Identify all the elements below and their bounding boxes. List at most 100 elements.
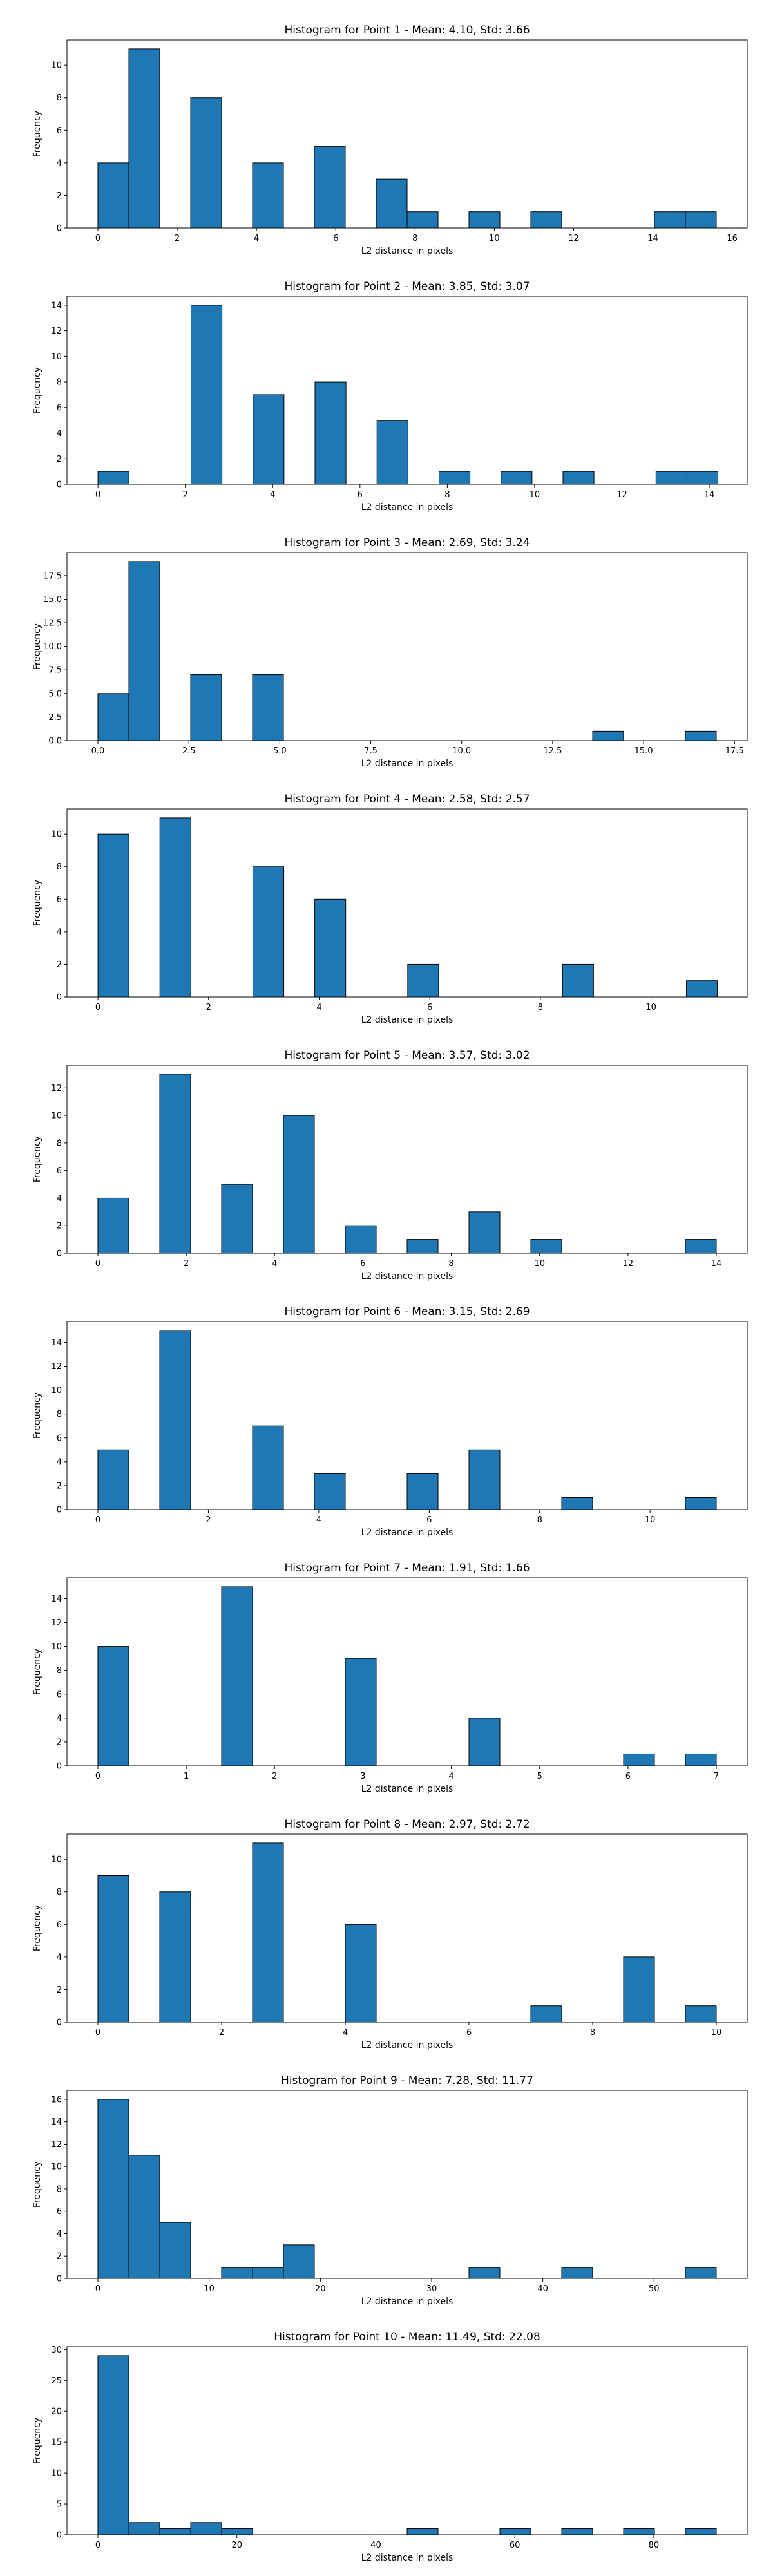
x-tick-label: 2 [272,1772,277,1781]
x-axis-label: L2 distance in pixels [361,759,453,769]
chart-title: Histogram for Point 8 - Mean: 2.97, Std:… [284,1818,530,1831]
histogram-bar [314,381,347,485]
chart-title: Histogram for Point 3 - Mean: 2.69, Std:… [284,536,530,549]
x-tick-label: 4 [316,1003,321,1012]
histogram-bar [283,2244,315,2279]
chart-title: Histogram for Point 9 - Mean: 7.28, Std:… [281,2074,533,2087]
histogram-bar [406,211,439,229]
x-axis-label: L2 distance in pixels [361,2297,453,2307]
y-tick-label: 2 [57,2252,62,2262]
histogram-bar [685,730,717,741]
histogram-bar [685,2528,717,2535]
histogram-bar [686,471,719,485]
histogram-chart-10: Histogram for Point 10 - Mean: 11.49, St… [32,2331,748,2563]
x-tick-label: 0 [95,2284,100,2294]
histogram-bar [345,1924,377,2023]
histogram-bar [592,730,624,741]
histogram-bar [221,2267,253,2279]
y-tick-label: 0.0 [48,737,62,746]
histogram-bar [97,1875,129,2023]
y-tick-label: 16 [51,2095,62,2105]
x-tick-label: 5 [537,1772,542,1781]
y-axis-label: Frequency [32,2161,43,2208]
y-tick-label: 4 [57,1953,62,1962]
x-tick-label: 4 [448,1772,453,1781]
chart-title: Histogram for Point 5 - Mean: 3.57, Std:… [284,1049,530,1062]
histogram-bar [283,1115,315,1254]
y-tick-label: 2 [57,960,62,970]
histogram-bar [97,2099,129,2279]
chart-title: Histogram for Point 10 - Mean: 11.49, St… [274,2331,540,2344]
chart-title: Histogram for Point 7 - Mean: 1.91, Std:… [284,1562,530,1575]
y-tick-label: 4 [57,429,62,439]
x-tick-label: 4 [316,1515,321,1525]
y-tick-label: 4 [57,927,62,937]
y-tick-label: 7.5 [48,666,62,676]
histogram-bar [468,2267,501,2279]
histogram-bar [97,693,129,741]
histogram-bar [97,2355,129,2535]
y-tick-label: 2 [57,1985,62,1995]
histogram-chart-8: Histogram for Point 8 - Mean: 2.97, Std:… [32,1818,748,2050]
y-tick-label: 4 [57,1457,62,1467]
y-tick-label: 10 [51,1855,62,1865]
y-tick-label: 5.0 [48,689,62,699]
y-tick-label: 8 [57,862,62,872]
x-axis-label: L2 distance in pixels [361,1015,453,1025]
y-tick-label: 15.0 [43,595,62,605]
histogram-bar [468,1718,501,1766]
y-tick-label: 2 [57,455,62,464]
y-tick-label: 10.0 [43,642,62,652]
histogram-chart-3: Histogram for Point 3 - Mean: 2.69, Std:… [32,536,748,769]
histogram-bar [221,1184,253,1254]
y-tick-label: 25 [51,2376,62,2386]
x-tick-label: 6 [466,2028,472,2038]
histogram-bar [685,1497,717,1510]
histogram-bar [655,471,687,485]
x-tick-label: 4 [254,234,259,243]
x-tick-label: 10 [489,234,500,243]
histogram-bar [252,1425,284,1510]
histogram-bar [314,898,347,998]
x-tick-label: 60 [510,2541,520,2550]
x-tick-label: 2 [175,234,180,243]
y-tick-label: 6 [57,403,62,413]
y-tick-label: 0 [57,480,62,490]
x-tick-label: 10.0 [452,746,471,756]
histogram-bar [252,2267,284,2279]
x-tick-label: 10 [645,1515,656,1525]
chart-title: Histogram for Point 2 - Mean: 3.85, Std:… [284,280,530,293]
y-tick-label: 14 [51,2117,62,2127]
x-tick-label: 5.0 [273,746,287,756]
x-tick-label: 0.0 [91,746,105,756]
x-tick-label: 7.5 [364,746,377,756]
x-tick-label: 0 [95,1772,100,1781]
y-tick-label: 0 [57,2531,62,2541]
histogram-bar [221,2528,253,2535]
y-tick-label: 12 [51,1362,62,1372]
histogram-bar [623,1753,655,1766]
y-tick-label: 14 [51,1338,62,1348]
y-axis-label: Frequency [32,1649,43,1695]
y-tick-label: 14 [51,1595,62,1604]
y-tick-label: 10 [51,61,62,71]
x-tick-label: 2 [219,2028,224,2038]
y-tick-label: 6 [57,1690,62,1700]
x-tick-label: 17.5 [725,746,744,756]
x-tick-label: 6 [426,1515,432,1525]
x-tick-label: 0 [95,1259,100,1269]
y-tick-label: 0 [57,2018,62,2028]
y-tick-label: 10 [51,830,62,840]
x-tick-label: 0 [95,1003,100,1012]
y-tick-label: 17.5 [43,571,62,581]
y-tick-label: 6 [57,895,62,905]
histogram-bar [159,1330,191,1510]
histogram-bar [623,2528,655,2535]
axes-frame [66,39,748,229]
x-tick-label: 0 [95,234,100,243]
x-axis-label: L2 distance in pixels [361,246,453,256]
histogram-bar [561,2528,593,2535]
y-tick-label: 4 [57,1194,62,1204]
y-tick-label: 10 [51,2469,62,2479]
